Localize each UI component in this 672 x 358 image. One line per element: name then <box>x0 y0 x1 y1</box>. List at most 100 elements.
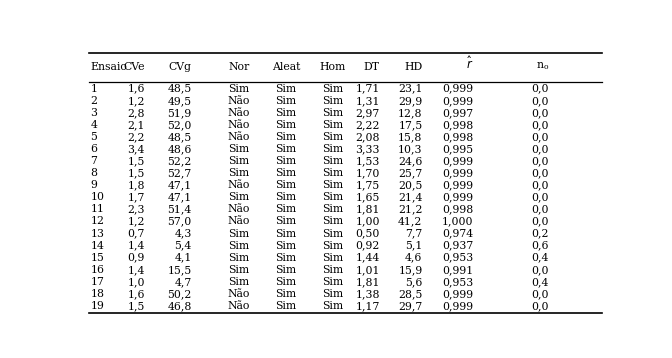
Text: Sim: Sim <box>276 156 296 166</box>
Text: Ensaio: Ensaio <box>90 62 127 72</box>
Text: 3: 3 <box>90 108 97 118</box>
Text: 15,9: 15,9 <box>398 265 423 275</box>
Text: Sim: Sim <box>323 277 343 287</box>
Text: Sim: Sim <box>276 301 296 311</box>
Text: 0,999: 0,999 <box>442 180 474 190</box>
Text: 1,70: 1,70 <box>355 168 380 178</box>
Text: 14: 14 <box>90 241 104 251</box>
Text: 17: 17 <box>90 277 104 287</box>
Text: DT: DT <box>364 62 380 72</box>
Text: 0,4: 0,4 <box>532 277 549 287</box>
Text: 0,999: 0,999 <box>442 84 474 94</box>
Text: 4,3: 4,3 <box>175 228 192 238</box>
Text: 0,997: 0,997 <box>442 108 474 118</box>
Text: 23,1: 23,1 <box>398 84 423 94</box>
Text: Sim: Sim <box>323 180 343 190</box>
Text: 0,998: 0,998 <box>442 120 474 130</box>
Text: 15,8: 15,8 <box>398 132 423 142</box>
Text: Sim: Sim <box>323 168 343 178</box>
Text: 16: 16 <box>90 265 104 275</box>
Text: Sim: Sim <box>323 96 343 106</box>
Text: 19: 19 <box>90 301 104 311</box>
Text: 7,7: 7,7 <box>405 228 423 238</box>
Text: Hom: Hom <box>320 62 346 72</box>
Text: 0,995: 0,995 <box>442 144 474 154</box>
Text: 1: 1 <box>90 84 97 94</box>
Text: HD: HD <box>405 62 423 72</box>
Text: 0,7: 0,7 <box>128 228 145 238</box>
Text: 1,01: 1,01 <box>355 265 380 275</box>
Text: Sim: Sim <box>276 265 296 275</box>
Text: 0,0: 0,0 <box>532 301 549 311</box>
Text: 0,953: 0,953 <box>442 253 474 263</box>
Text: 4,1: 4,1 <box>175 253 192 263</box>
Text: 52,7: 52,7 <box>167 168 192 178</box>
Text: Sim: Sim <box>323 301 343 311</box>
Text: 28,5: 28,5 <box>398 289 423 299</box>
Text: 11: 11 <box>90 204 104 214</box>
Text: 29,9: 29,9 <box>398 96 423 106</box>
Text: Sim: Sim <box>323 265 343 275</box>
Text: 52,0: 52,0 <box>167 120 192 130</box>
Text: 1,65: 1,65 <box>355 192 380 202</box>
Text: Sim: Sim <box>228 144 249 154</box>
Text: 2: 2 <box>90 96 97 106</box>
Text: Sim: Sim <box>276 192 296 202</box>
Text: 0,998: 0,998 <box>442 132 474 142</box>
Text: Sim: Sim <box>323 241 343 251</box>
Text: Sim: Sim <box>323 192 343 202</box>
Text: 0,0: 0,0 <box>532 289 549 299</box>
Text: Não: Não <box>228 132 250 142</box>
Text: 0,0: 0,0 <box>532 265 549 275</box>
Text: 0,937: 0,937 <box>442 241 474 251</box>
Text: 1,17: 1,17 <box>355 301 380 311</box>
Text: 1,53: 1,53 <box>355 156 380 166</box>
Text: 12,8: 12,8 <box>398 108 423 118</box>
Text: Sim: Sim <box>228 156 249 166</box>
Text: Sim: Sim <box>323 120 343 130</box>
Text: 17,5: 17,5 <box>398 120 423 130</box>
Text: Sim: Sim <box>276 84 296 94</box>
Text: Sim: Sim <box>323 228 343 238</box>
Text: 0,999: 0,999 <box>442 96 474 106</box>
Text: 0,974: 0,974 <box>442 228 474 238</box>
Text: 0,0: 0,0 <box>532 217 549 227</box>
Text: Sim: Sim <box>228 192 249 202</box>
Text: 10,3: 10,3 <box>398 144 423 154</box>
Text: Sim: Sim <box>276 217 296 227</box>
Text: 2,8: 2,8 <box>128 108 145 118</box>
Text: 2,22: 2,22 <box>355 120 380 130</box>
Text: Sim: Sim <box>276 108 296 118</box>
Text: Sim: Sim <box>323 108 343 118</box>
Text: 1,4: 1,4 <box>128 241 145 251</box>
Text: Sim: Sim <box>228 277 249 287</box>
Text: 1,38: 1,38 <box>355 289 380 299</box>
Text: 2,1: 2,1 <box>128 120 145 130</box>
Text: 3,4: 3,4 <box>128 144 145 154</box>
Text: 0,999: 0,999 <box>442 168 474 178</box>
Text: Sim: Sim <box>276 204 296 214</box>
Text: 2,97: 2,97 <box>355 108 380 118</box>
Text: 0,0: 0,0 <box>532 192 549 202</box>
Text: Sim: Sim <box>276 96 296 106</box>
Text: 13: 13 <box>90 228 104 238</box>
Text: n$_{\mathregular{o}}$: n$_{\mathregular{o}}$ <box>536 60 549 72</box>
Text: CVe: CVe <box>124 62 145 72</box>
Text: Sim: Sim <box>276 132 296 142</box>
Text: 10: 10 <box>90 192 104 202</box>
Text: 21,2: 21,2 <box>398 204 423 214</box>
Text: Sim: Sim <box>276 144 296 154</box>
Text: 0,2: 0,2 <box>532 228 549 238</box>
Text: 0,0: 0,0 <box>532 120 549 130</box>
Text: 48,5: 48,5 <box>167 132 192 142</box>
Text: 1,2: 1,2 <box>128 96 145 106</box>
Text: Sim: Sim <box>323 132 343 142</box>
Text: 0,0: 0,0 <box>532 132 549 142</box>
Text: Não: Não <box>228 204 250 214</box>
Text: 1,4: 1,4 <box>128 265 145 275</box>
Text: Sim: Sim <box>228 253 249 263</box>
Text: 1,31: 1,31 <box>355 96 380 106</box>
Text: Sim: Sim <box>276 253 296 263</box>
Text: 1,2: 1,2 <box>128 217 145 227</box>
Text: Sim: Sim <box>276 289 296 299</box>
